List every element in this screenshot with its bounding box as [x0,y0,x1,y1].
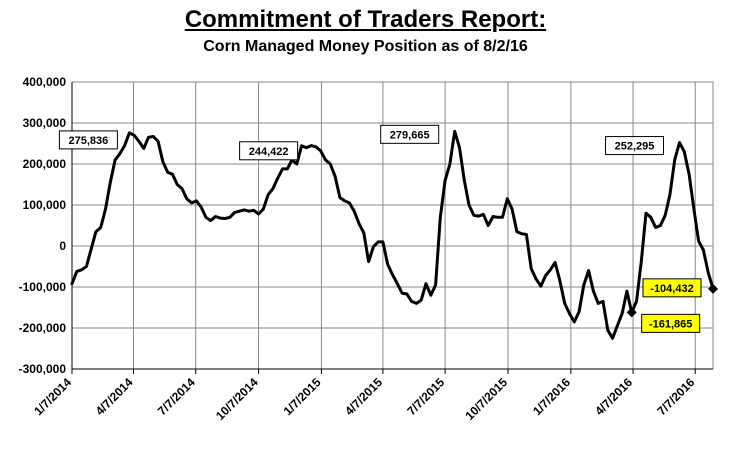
x-tick-label: 1/7/2015 [281,375,324,418]
annotation-group: 275,836 244,422 279,665 252,295 -104,432 -161… [58,124,718,333]
data-label-box [641,313,701,333]
data-label: 279,665 [390,129,430,141]
x-tick-label: 10/7/2014 [213,375,261,423]
x-tick-label: 1/7/2016 [530,375,573,418]
data-label: 252,295 [615,141,655,153]
x-tick-label: 4/7/2015 [342,375,385,418]
series-line [70,129,715,340]
y-tick-label: -300,000 [19,362,67,376]
x-tick-label: 7/7/2016 [654,375,697,418]
y-tick-label: -100,000 [19,280,67,294]
point-marker [626,307,637,318]
chart-subtitle: Corn Managed Money Position as of 8/2/16 [203,38,528,55]
x-tick-label: 7/7/2015 [404,375,447,418]
chart-title: Commitment of Traders Report: [184,6,547,33]
y-tick-label: -200,000 [19,321,67,335]
y-tick-label: 200,000 [23,157,67,171]
y-axis: 400,000 300,000 200,000 100,000 0 -100,000 -20… [19,75,73,376]
point-marker [708,283,718,294]
data-label-box [380,124,440,144]
x-tick-label: 7/7/2014 [155,375,198,418]
x-tick-label: 4/7/2016 [592,375,635,418]
data-label-box [642,278,702,298]
y-tick-label: 300,000 [23,116,67,130]
data-label: -161,865 [649,318,692,330]
data-label: 275,836 [69,135,109,147]
y-tick-label: 400,000 [23,75,67,89]
data-label-box [239,141,299,161]
x-tick-label: 10/7/2015 [462,375,510,423]
series-group [70,129,715,340]
data-label: 244,422 [249,146,289,158]
y-tick-label: 100,000 [23,198,67,212]
data-label-box [605,136,665,156]
x-tick-label: 4/7/2014 [93,375,136,418]
x-axis: 1/7/2014 4/7/2014 7/7/2014 10/7/2014 1/7/201… [31,368,713,423]
data-label: -104,432 [650,283,693,295]
y-tick-label: 0 [59,239,66,253]
data-label-box [58,130,118,150]
x-tick-label: 1/7/2014 [31,375,74,418]
